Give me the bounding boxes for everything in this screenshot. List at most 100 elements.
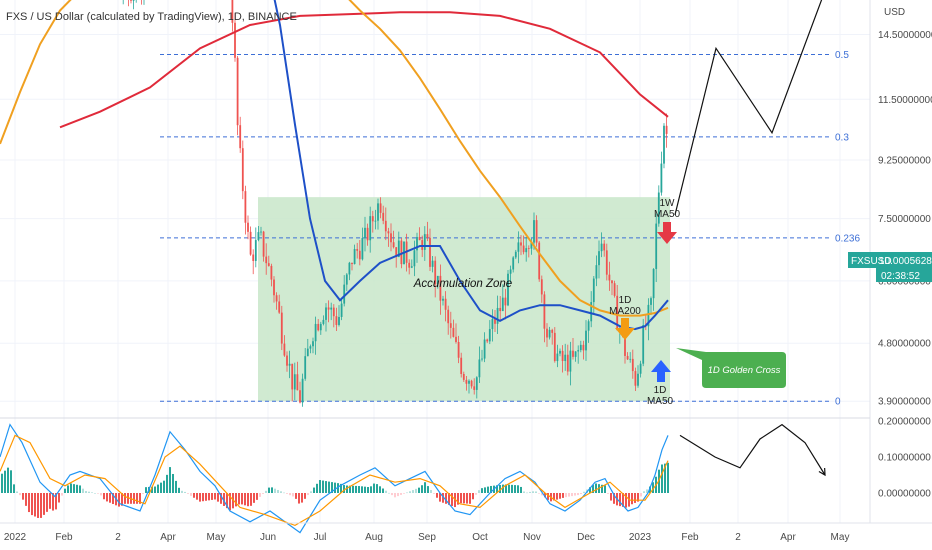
macd-histogram-bar [424,482,426,493]
macd-histogram-bar [133,493,135,504]
macd-histogram-bar [268,487,270,493]
candle-body [665,125,668,134]
candle-body [551,329,554,333]
candle-body [338,316,340,325]
candle-body [470,380,473,387]
time-tick-label: 2 [115,532,121,543]
macd-histogram-bar [445,493,447,504]
macd-histogram-bar [649,486,651,493]
macd-histogram-bar [661,464,663,493]
fib-level-label: 0.5 [835,50,849,61]
macd-histogram-bar [310,491,312,493]
candle-body [616,295,619,331]
candle-body [639,363,642,374]
macd-histogram-bar [67,485,69,493]
time-tick-label: Sep [418,532,436,543]
macd-histogram-bar [421,485,423,493]
macd-histogram-bar [292,493,294,497]
price-tick-label: 11.50000000 [878,95,932,106]
macd-histogram-bar [430,489,432,493]
candle-body [439,275,442,301]
macd-axis-ticks: 0.20000000 0.10000000 0.00000000 [878,417,931,500]
macd-histogram-bar [409,491,411,493]
candle-body [613,283,616,296]
macd-histogram-bar [442,493,444,503]
macd-histogram-bar [625,493,627,508]
macd-histogram-bar [364,486,366,493]
candle-body [257,232,260,241]
candle-body [538,242,541,280]
candle-body [465,379,468,384]
candle-body [348,262,351,275]
macd-histogram-bar [499,484,501,493]
candle-body [577,350,580,352]
moving-averages [0,0,823,331]
candle-body [522,245,525,253]
macd-histogram-bar [475,493,477,495]
ticker-badge[interactable]: FXSUSD 10.00056282 02:38:52 [848,252,932,282]
golden-cross-label: 1D Golden Cross [708,365,781,376]
candle-body [283,343,286,356]
candle-body [244,191,247,223]
candle-body [392,242,395,248]
candle-body [603,243,606,251]
candle-body [660,163,663,193]
candle-body [579,344,582,351]
macd-histogram-bar [463,493,465,504]
candle-body [429,237,431,267]
candle-body [327,307,330,310]
macd-histogram-bar [370,486,372,493]
macd-histogram-bar [337,483,339,493]
macd-histogram-bar [97,493,99,494]
candle-body [631,358,634,372]
macd-histogram-bar [391,493,393,496]
ticker-badge-top [848,252,932,268]
macd-histogram-bar [367,487,369,493]
macd-histogram-bar [31,493,33,516]
candle-body [634,371,637,386]
macd-histogram-bar [400,493,402,495]
projection-price-line [674,0,823,216]
macd-histogram-bar [349,485,351,493]
projection-macd-curve [679,423,826,476]
candle-body [423,234,426,250]
candle-body [452,327,455,337]
macd-histogram-bar [316,483,318,493]
candle-body [306,348,309,357]
macd-histogram [1,462,669,518]
macd-histogram-bar [190,493,192,496]
macd-histogram-bar [433,493,435,494]
candle-body [325,307,327,320]
ma50d-label-line2: MA50 [647,396,674,407]
macd-histogram-bar [295,493,297,499]
macd-histogram-bar [226,493,228,509]
macd-histogram-bar [214,493,216,500]
candle-body [595,265,598,279]
macd-histogram-bar [532,491,534,493]
macd-histogram-bar [574,493,576,496]
candle-body [273,279,275,296]
candle-body [598,251,600,266]
macd-histogram-bar [13,484,15,493]
time-tick-label: May [831,532,850,543]
candle-body [564,354,567,362]
macd-histogram-bar [208,493,210,501]
candle-body [436,275,439,285]
time-tick-label: Jun [260,532,276,543]
candle-body [600,243,603,252]
candle-body [364,227,366,239]
macd-histogram-bar [166,474,168,493]
candle-body [514,251,517,258]
macd-histogram-bar [169,467,171,493]
candle-body [270,265,273,280]
macd-histogram-bar [577,493,579,496]
macd-histogram-bar [361,486,363,493]
candle-body [481,358,483,360]
macd-histogram-bar [631,493,633,505]
candle-body [525,248,528,253]
candle-body [356,249,359,251]
macd-histogram-bar [571,493,573,497]
macd-histogram-bar [34,493,36,517]
time-tick-label: May [207,532,226,543]
macd-histogram-bar [274,488,276,493]
